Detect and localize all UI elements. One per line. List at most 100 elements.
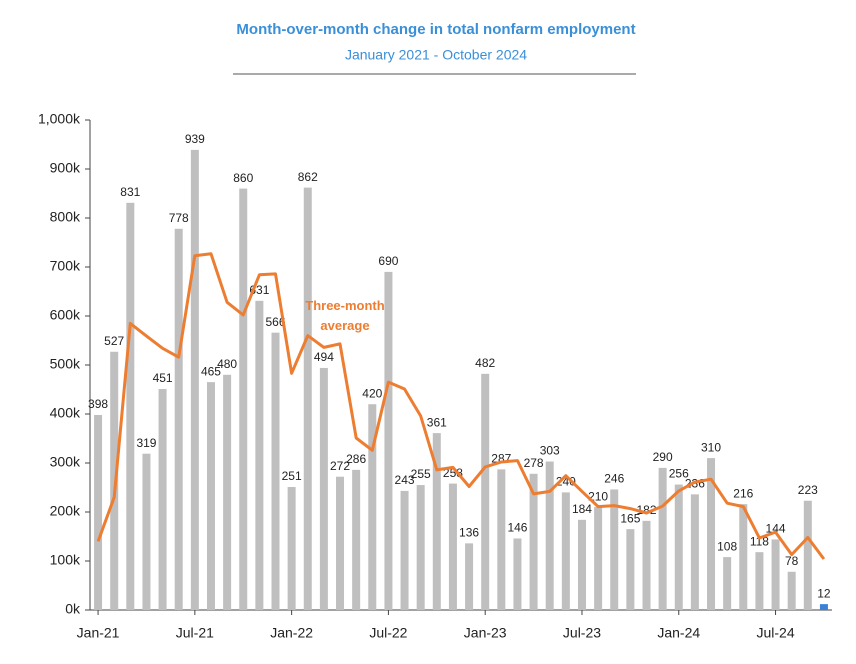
data-label: 465: [201, 364, 221, 378]
y-tick-label: 700k: [50, 258, 81, 274]
bar: [223, 374, 232, 610]
y-tick-label: 0k: [65, 601, 81, 617]
bar: [690, 494, 699, 610]
bar: [513, 538, 522, 610]
data-label: 862: [298, 170, 318, 184]
bar: [416, 485, 425, 610]
x-tick-label: Jan-23: [464, 625, 507, 641]
bar: [142, 453, 151, 610]
data-label: 310: [701, 440, 721, 454]
bar: [255, 300, 264, 610]
x-tick-label: Jul-22: [369, 625, 407, 641]
bar: [190, 149, 199, 610]
data-label: 319: [136, 436, 156, 450]
data-label: 494: [314, 350, 334, 364]
data-label: 165: [620, 511, 640, 525]
y-tick-label: 300k: [50, 454, 81, 470]
line-annotation: Three-month average: [305, 298, 385, 333]
data-label: 255: [411, 467, 431, 481]
bar: [368, 404, 377, 610]
bar: [303, 187, 312, 610]
data-label: 527: [104, 334, 124, 348]
bar: [642, 520, 651, 610]
x-tick-label: Jan-22: [270, 625, 313, 641]
data-label: 451: [153, 371, 173, 385]
data-label: 223: [798, 483, 818, 497]
data-label: 240: [556, 475, 576, 489]
bar: [174, 228, 183, 610]
bar: [432, 433, 441, 610]
bar: [577, 519, 586, 610]
bar: [481, 373, 490, 610]
data-label: 78: [785, 554, 799, 568]
x-tick-label: Jan-21: [77, 625, 120, 641]
bar: [626, 529, 635, 610]
y-tick-label: 100k: [50, 552, 81, 568]
chart-subtitle: January 2021 - October 2024: [345, 47, 527, 63]
y-tick-label: 800k: [50, 209, 81, 225]
data-label: 256: [669, 467, 689, 481]
x-tick-label: Jan-24: [657, 625, 700, 641]
data-label: 210: [588, 489, 608, 503]
y-tick-label: 900k: [50, 160, 81, 176]
data-label: 243: [395, 473, 415, 487]
data-label: 939: [185, 132, 205, 146]
data-label: 108: [717, 539, 737, 553]
bar: [739, 504, 748, 610]
y-tick-label: 400k: [50, 405, 81, 421]
bar: [674, 484, 683, 610]
y-tick-label: 1,000k: [38, 111, 81, 127]
bar: [771, 539, 780, 610]
bar: [239, 188, 248, 610]
x-tick-label: Jul-21: [176, 625, 214, 641]
bar: [110, 351, 119, 610]
y-tick-label: 600k: [50, 307, 81, 323]
data-label: 272: [330, 459, 350, 473]
bar: [271, 332, 280, 610]
bar: [319, 367, 328, 610]
data-label: 12: [817, 586, 831, 600]
data-label: 251: [282, 469, 302, 483]
data-label: 831: [120, 185, 140, 199]
bar: [158, 389, 167, 610]
data-label: 480: [217, 357, 237, 371]
bar: [787, 571, 796, 610]
x-tick-label: Jul-24: [756, 625, 794, 641]
data-label: 278: [524, 456, 544, 470]
chart-title: Month-over-month change in total nonfarm…: [236, 21, 635, 38]
data-label: 118: [750, 534, 769, 548]
data-label: 216: [733, 486, 753, 500]
bar: [819, 604, 828, 610]
bar: [658, 467, 667, 610]
data-label: 144: [766, 522, 786, 536]
data-label: 286: [346, 452, 366, 466]
bar: [610, 489, 619, 610]
bar: [126, 202, 135, 610]
data-label: 146: [507, 521, 527, 535]
bar: [561, 492, 570, 610]
bar: [94, 414, 103, 610]
bar: [206, 382, 215, 610]
average-line: [96, 252, 826, 560]
data-label: 361: [427, 415, 447, 429]
bar: [803, 500, 812, 610]
x-tick-label: Jul-23: [563, 625, 601, 641]
data-label: 566: [265, 315, 285, 329]
data-label: 246: [604, 472, 624, 486]
y-tick-label: 200k: [50, 503, 81, 519]
bar: [545, 461, 554, 610]
bar: [707, 458, 716, 610]
data-label: 136: [459, 526, 479, 540]
bar: [465, 543, 474, 610]
bar: [336, 476, 345, 610]
bar: [287, 487, 296, 610]
data-label: 690: [378, 254, 398, 268]
data-label: 778: [169, 211, 189, 225]
bar: [723, 557, 732, 610]
data-label: 303: [540, 444, 560, 458]
y-tick-label: 500k: [50, 356, 81, 372]
bar: [755, 552, 764, 610]
bar: [352, 469, 361, 610]
data-label: 182: [636, 503, 656, 517]
